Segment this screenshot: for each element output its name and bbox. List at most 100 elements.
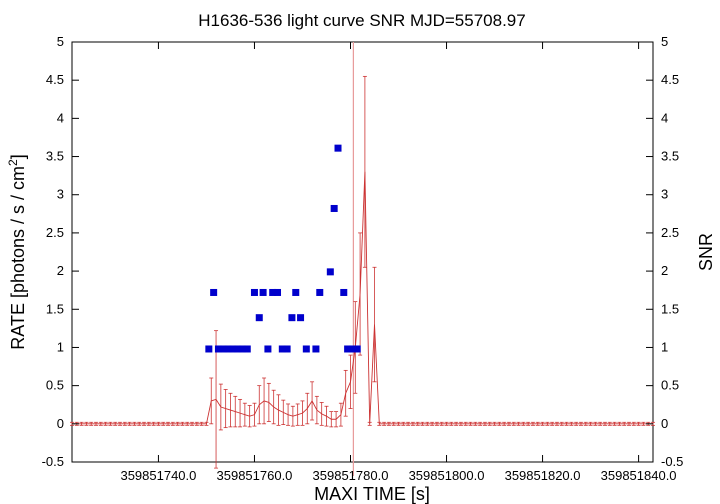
- rate-point: [626, 421, 631, 426]
- snr-point: [302, 345, 310, 353]
- snr-point: [243, 345, 251, 353]
- rate-point: [358, 232, 363, 356]
- rate-point: [502, 421, 507, 426]
- rate-point: [391, 421, 396, 426]
- rate-point: [156, 421, 161, 426]
- rate-point: [382, 421, 387, 426]
- rate-point: [166, 421, 171, 426]
- rate-point: [94, 421, 99, 426]
- rate-point: [578, 421, 583, 426]
- rate-point: [190, 421, 195, 426]
- rate-point: [262, 377, 267, 425]
- snr-point: [269, 288, 277, 296]
- y-tick-label-right: 0: [661, 416, 668, 431]
- rate-point: [550, 421, 555, 426]
- rate-point: [444, 421, 449, 426]
- snr-point: [353, 345, 361, 353]
- x-axis-title: MAXI TIME [s]: [314, 484, 430, 504]
- rate-point: [305, 392, 310, 425]
- y-tick-label-left: -0.5: [42, 454, 64, 469]
- rate-point: [103, 421, 108, 426]
- snr-point: [234, 345, 242, 353]
- y-tick-label-right: 4: [661, 110, 668, 125]
- rate-point: [564, 421, 569, 426]
- y-tick-label-left: 1.5: [46, 301, 64, 316]
- y-tick-label-left: 0: [57, 416, 64, 431]
- rate-point: [329, 411, 334, 428]
- rate-point: [598, 421, 603, 426]
- snr-point: [205, 345, 213, 353]
- rate-point: [545, 421, 550, 426]
- y-tick-label-right: 4.5: [661, 72, 679, 87]
- chart-title: H1636-536 light curve SNR MJD=55708.97: [198, 11, 525, 30]
- rate-point: [497, 421, 502, 426]
- rate-point: [108, 421, 113, 426]
- rate-point: [247, 405, 252, 428]
- snr-point: [344, 345, 352, 353]
- rate-point: [84, 421, 89, 426]
- y-tick-label-left: 5: [57, 34, 64, 49]
- y-axis-left-title-main: RATE [photons / s / cm: [8, 166, 28, 350]
- rate-point: [574, 421, 579, 426]
- snr-point: [292, 288, 300, 296]
- y-tick-label-left: 0.5: [46, 378, 64, 393]
- rate-point: [218, 383, 223, 431]
- rate-line: [72, 171, 653, 425]
- rate-point: [281, 399, 286, 425]
- rate-point: [252, 402, 257, 427]
- snr-point: [250, 288, 258, 296]
- rate-point: [396, 421, 401, 426]
- rate-point: [324, 405, 329, 427]
- x-tick-label: 359851820.0: [505, 468, 581, 483]
- rate-point: [348, 354, 353, 409]
- y-axis-right-title: SNR: [696, 233, 716, 271]
- rate-point: [559, 421, 564, 426]
- rate-point: [127, 421, 132, 426]
- rate-point: [238, 398, 243, 428]
- rate-point: [372, 266, 377, 383]
- rate-point: [521, 421, 526, 426]
- rate-point: [530, 421, 535, 426]
- y-tick-label-left: 1: [57, 339, 64, 354]
- rate-point: [377, 421, 382, 426]
- rate-point: [468, 421, 473, 426]
- rate-point: [631, 421, 636, 426]
- y-tick-label-right: 0.5: [661, 378, 679, 393]
- snr-point: [348, 345, 356, 353]
- rate-point: [386, 421, 391, 426]
- y-tick-label-right: -0.5: [661, 454, 683, 469]
- rate-point: [343, 369, 348, 417]
- rate-point: [439, 421, 444, 426]
- rate-point: [338, 402, 343, 427]
- rate-point: [290, 405, 295, 427]
- snr-point: [340, 288, 348, 296]
- rate-point: [449, 421, 454, 426]
- snr-point: [229, 345, 237, 353]
- rate-point: [300, 400, 305, 426]
- rate-point: [554, 421, 559, 426]
- rate-point: [473, 421, 478, 426]
- x-tick-label: 359851800.0: [409, 468, 485, 483]
- rate-point: [122, 421, 127, 426]
- rate-point: [319, 402, 324, 426]
- rate-point: [401, 421, 406, 426]
- rate-point: [199, 421, 204, 426]
- rate-point: [593, 421, 598, 426]
- rate-point: [425, 421, 430, 426]
- y-tick-label-right: 1: [661, 339, 668, 354]
- rate-point: [636, 421, 641, 426]
- y-tick-label-right: 1.5: [661, 301, 679, 316]
- rate-point: [286, 403, 291, 426]
- rate-point: [420, 421, 425, 426]
- rate-point: [242, 402, 247, 427]
- rate-point: [454, 421, 459, 426]
- y-axis-left-title-sup: 2: [6, 159, 20, 166]
- rate-point: [478, 421, 483, 426]
- rate-point: [535, 421, 540, 426]
- rate-point: [204, 421, 209, 426]
- snr-series: [205, 144, 361, 353]
- rate-point: [526, 421, 531, 426]
- rate-point: [276, 394, 281, 426]
- snr-point: [255, 314, 263, 322]
